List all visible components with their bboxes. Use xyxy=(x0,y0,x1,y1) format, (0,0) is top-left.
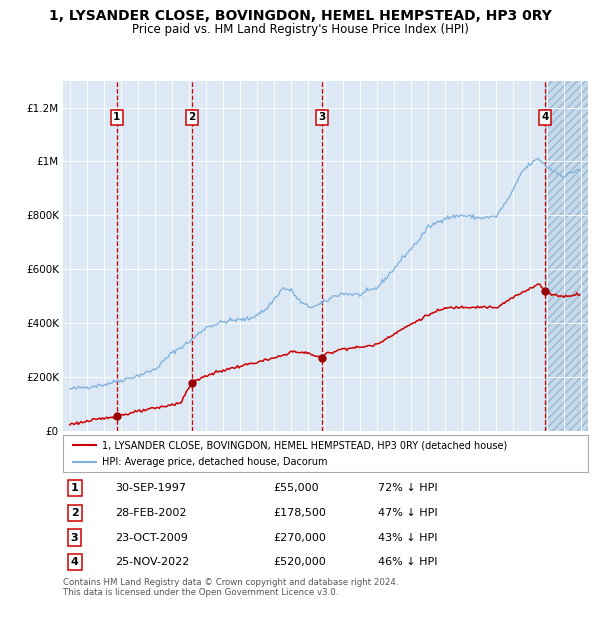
Text: £178,500: £178,500 xyxy=(273,508,326,518)
Text: 28-FEB-2002: 28-FEB-2002 xyxy=(115,508,187,518)
Text: HPI: Average price, detached house, Dacorum: HPI: Average price, detached house, Daco… xyxy=(103,458,328,467)
Text: 1, LYSANDER CLOSE, BOVINGDON, HEMEL HEMPSTEAD, HP3 0RY (detached house): 1, LYSANDER CLOSE, BOVINGDON, HEMEL HEMP… xyxy=(103,440,508,450)
Text: Price paid vs. HM Land Registry's House Price Index (HPI): Price paid vs. HM Land Registry's House … xyxy=(131,23,469,36)
Text: 47% ↓ HPI: 47% ↓ HPI xyxy=(378,508,437,518)
Text: 4: 4 xyxy=(71,557,79,567)
Text: 30-SEP-1997: 30-SEP-1997 xyxy=(115,483,187,493)
Text: 25-NOV-2022: 25-NOV-2022 xyxy=(115,557,190,567)
Text: £520,000: £520,000 xyxy=(273,557,326,567)
Text: £55,000: £55,000 xyxy=(273,483,319,493)
Text: 1: 1 xyxy=(113,112,120,122)
Text: Contains HM Land Registry data © Crown copyright and database right 2024.
This d: Contains HM Land Registry data © Crown c… xyxy=(63,578,398,597)
Text: 43% ↓ HPI: 43% ↓ HPI xyxy=(378,533,437,542)
Bar xyxy=(545,81,588,431)
Text: 1, LYSANDER CLOSE, BOVINGDON, HEMEL HEMPSTEAD, HP3 0RY: 1, LYSANDER CLOSE, BOVINGDON, HEMEL HEMP… xyxy=(49,9,551,24)
Text: £270,000: £270,000 xyxy=(273,533,326,542)
Text: 1: 1 xyxy=(71,483,79,493)
Text: 4: 4 xyxy=(542,112,549,122)
Text: 2: 2 xyxy=(188,112,196,122)
Text: 46% ↓ HPI: 46% ↓ HPI xyxy=(378,557,437,567)
Text: 2: 2 xyxy=(71,508,79,518)
Text: 3: 3 xyxy=(319,112,326,122)
Text: 23-OCT-2009: 23-OCT-2009 xyxy=(115,533,188,542)
Text: 72% ↓ HPI: 72% ↓ HPI xyxy=(378,483,437,493)
Text: 3: 3 xyxy=(71,533,79,542)
